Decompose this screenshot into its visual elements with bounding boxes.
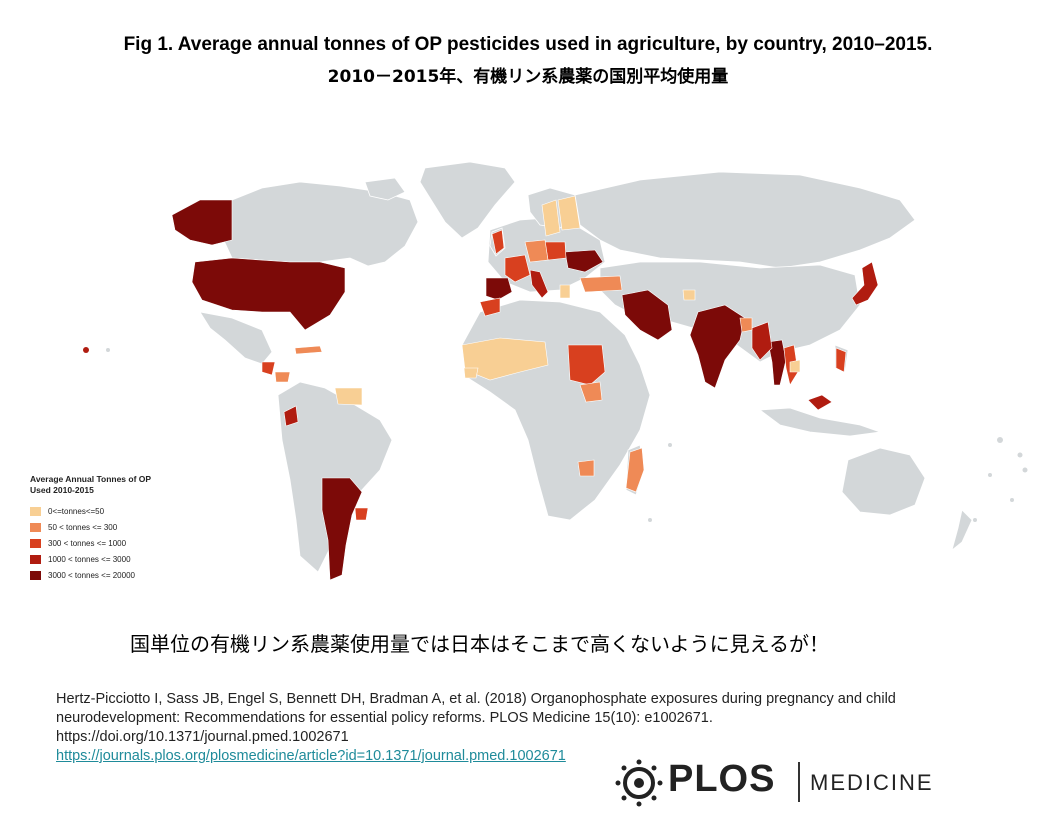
legend-title: Average Annual Tonnes of OP Used 2010-20…: [30, 474, 152, 495]
island-hawaii: [83, 347, 89, 353]
country-poland: [544, 241, 567, 261]
island-indonesia: [758, 407, 881, 437]
country-morocco: [479, 297, 501, 317]
country-sudan: [567, 344, 606, 386]
island-dot: [1010, 498, 1014, 502]
country-ethiopia: [579, 381, 603, 403]
legend-label: 50 < tonnes <= 300: [48, 523, 118, 532]
citation-doi: https://doi.org/10.1371/journal.pmed.100…: [56, 729, 349, 745]
legend-item: 1000 < tonnes <= 3000: [30, 552, 200, 567]
country-russia: [574, 171, 916, 269]
country-france: [504, 254, 531, 283]
country-iran: [621, 289, 673, 341]
country-india: [689, 304, 746, 389]
legend-item: 3000 < tonnes <= 20000: [30, 568, 200, 583]
plos-medicine-logo: PLOS MEDICINE: [614, 756, 944, 810]
legend-label: 1000 < tonnes <= 3000: [48, 555, 131, 564]
legend-swatch: [30, 571, 41, 580]
country-uk: [491, 229, 505, 255]
country-usa: [191, 257, 346, 331]
country-bangladesh: [739, 317, 753, 333]
legend-swatch: [30, 539, 41, 548]
world-map: [83, 161, 1028, 581]
country-senegal: [463, 367, 479, 379]
island-dot: [106, 348, 110, 352]
logo-divider: [798, 762, 800, 802]
country-thailand: [767, 339, 787, 386]
country-myanmar: [751, 321, 773, 361]
plos-emblem-icon: [615, 759, 663, 807]
citation-link[interactable]: https://journals.plos.org/plosmedicine/a…: [56, 748, 566, 764]
country-honduras: [274, 371, 291, 383]
island-dot: [973, 518, 977, 522]
legend-item: 300 < tonnes <= 1000: [30, 536, 200, 551]
country-africa: [461, 299, 651, 521]
country-greece: [559, 284, 571, 299]
country-guatemala: [261, 361, 276, 376]
country-venezuela-guyana: [334, 387, 363, 406]
citation-line: neurodevelopment: Recommendations for es…: [56, 710, 713, 726]
island-dot: [648, 518, 652, 522]
legend-item: 0<=tonnes<=50: [30, 504, 200, 519]
island-dot: [1022, 467, 1028, 473]
legend-label: 300 < tonnes <= 1000: [48, 539, 127, 548]
island-baffin: [364, 177, 406, 201]
country-madagascar: [625, 447, 645, 493]
country-ecuador: [283, 405, 299, 427]
country-iraq: [682, 289, 696, 301]
country-malaysia: [807, 394, 833, 411]
legend-swatch: [30, 523, 41, 532]
country-cambodia: [789, 359, 801, 373]
island-new-zealand: [951, 509, 973, 552]
island-dot: [668, 443, 672, 447]
citation-line: Hertz-Picciotto I, Sass JB, Engel S, Ben…: [56, 691, 896, 707]
country-turkey: [579, 275, 623, 293]
island-dot: [997, 437, 1003, 443]
japanese-note: 国単位の有機リン系農薬使用量では日本はそこまで高くないように見えるが！: [130, 632, 829, 656]
plos-wordmark: PLOS: [668, 758, 776, 800]
country-greenland: [419, 161, 516, 239]
legend-swatch: [30, 507, 41, 516]
island-dot: [1017, 452, 1023, 458]
figure-title-japanese: 2010－2015年、有機リン系農薬の国別平均使用量: [327, 67, 729, 87]
journal-name: MEDICINE: [810, 770, 934, 795]
legend-label: 0<=tonnes<=50: [48, 507, 105, 516]
country-uruguay: [354, 507, 369, 521]
country-sweden: [541, 199, 561, 237]
country-italy: [529, 269, 549, 299]
country-germany: [524, 239, 549, 263]
country-zimbabwe: [577, 459, 595, 477]
legend-item: 50 < tonnes <= 300: [30, 520, 200, 535]
country-japan: [851, 261, 879, 306]
citation: Hertz-Picciotto I, Sass JB, Engel S, Ben…: [56, 690, 1006, 766]
map-legend: Average Annual Tonnes of OP Used 2010-20…: [30, 474, 200, 584]
legend-label: 3000 < tonnes <= 20000: [48, 571, 135, 580]
country-alaska: [171, 199, 233, 246]
country-philippines: [835, 347, 847, 373]
country-ukraine: [564, 249, 604, 273]
country-mexico: [199, 311, 273, 365]
country-australia: [841, 447, 926, 516]
island-dot: [988, 473, 992, 477]
country-spain: [485, 277, 513, 301]
country-finland: [557, 195, 581, 231]
figure-title: Fig 1. Average annual tonnes of OP pesti…: [123, 34, 933, 55]
country-argentina: [321, 477, 363, 581]
legend-swatch: [30, 555, 41, 564]
country-cuba: [294, 345, 323, 355]
